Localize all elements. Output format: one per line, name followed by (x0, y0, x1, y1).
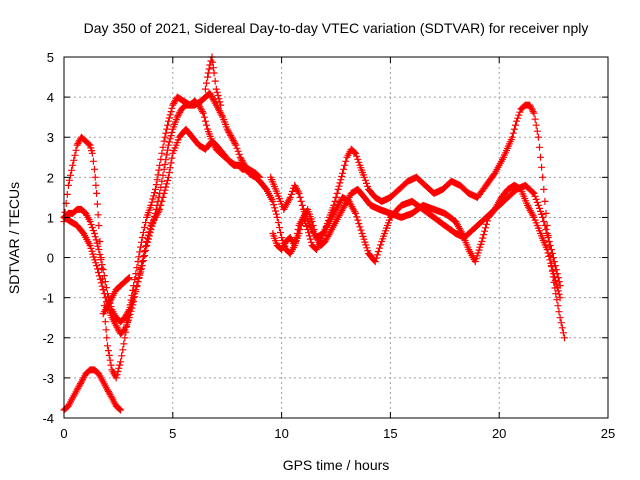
tick-layer: 0 5 10 15 20 25 -4 -3 -2 -1 0 1 2 3 4 5 (42, 50, 615, 441)
grid-layer (64, 57, 608, 418)
x-tick-label: 0 (60, 426, 67, 441)
plot-frame (63, 56, 609, 419)
x-axis-label: GPS time / hours (283, 457, 390, 473)
y-tick-label: 5 (47, 50, 54, 65)
series-markers (201, 53, 225, 109)
y-tick-label: 4 (47, 90, 54, 105)
series-track-i (269, 181, 564, 302)
chart-title: Day 350 of 2021, Sidereal Day-to-day VTE… (84, 20, 589, 36)
x-tick-label: 5 (169, 426, 176, 441)
series-track-e (99, 274, 133, 318)
x-tick-label: 20 (492, 426, 506, 441)
series-markers (269, 181, 564, 302)
x-tick-label: 15 (383, 426, 397, 441)
y-tick-label: -2 (42, 331, 54, 346)
y-tick-label: 2 (47, 170, 54, 185)
y-tick-label: -1 (42, 291, 54, 306)
y-tick-label: -3 (42, 371, 54, 386)
y-tick-label: 1 (47, 210, 54, 225)
y-tick-label: -4 (42, 411, 54, 426)
x-tick-label: 25 (601, 426, 615, 441)
series-markers (99, 274, 133, 318)
y-axis-label: SDTVAR / TECUs (6, 182, 22, 294)
series-track-c (60, 125, 259, 338)
x-tick-label: 10 (274, 426, 288, 441)
y-tick-label: 0 (47, 251, 54, 266)
y-tick-label: 3 (47, 130, 54, 145)
series-markers (60, 125, 259, 338)
data-layer (60, 53, 568, 414)
series-track-f (201, 53, 225, 109)
